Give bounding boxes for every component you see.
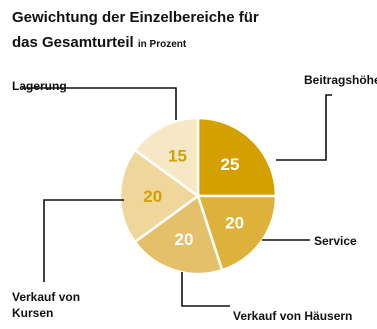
- category-label: Beitragshöhe: [304, 73, 377, 87]
- pie-slice-1: [196, 116, 278, 198]
- slice-value-label: 20: [175, 230, 194, 249]
- category-label: Lagerung: [12, 79, 67, 93]
- leader-lines: [22, 87, 332, 307]
- title-unit: in Prozent: [137, 39, 187, 50]
- leader-line: [276, 94, 332, 161]
- category-label: Verkauf von Häusern: [233, 309, 352, 323]
- category-labels: Beitragshöhe Service Verkauf von Häusern Ve…: [12, 73, 377, 323]
- chart-title: Gewichtung der Einzelbereiche für das Ge…: [12, 8, 259, 54]
- title-line-2: das Gesamturteil: [12, 34, 134, 51]
- title-line-1: Gewichtung der Einzelbereiche für: [12, 9, 259, 26]
- slice-value-label: 20: [225, 214, 244, 233]
- slice-value-label: 20: [143, 187, 162, 206]
- pie-slice-4: [118, 148, 201, 244]
- slice-value-label: 25: [221, 155, 240, 174]
- pie-slice-3: [133, 193, 224, 276]
- pie-slice-2: [196, 194, 278, 272]
- slice-value-label: 15: [168, 147, 187, 166]
- category-label: Verkauf von Kursen: [12, 290, 80, 320]
- pie-slice-5: [133, 116, 200, 199]
- pie-value-labels: 25 20 20 20 15: [143, 147, 244, 249]
- pie-slices: [118, 116, 278, 276]
- leader-line: [43, 199, 124, 282]
- leader-line: [181, 272, 230, 307]
- leader-line: [22, 87, 177, 120]
- category-label: Service: [314, 234, 357, 248]
